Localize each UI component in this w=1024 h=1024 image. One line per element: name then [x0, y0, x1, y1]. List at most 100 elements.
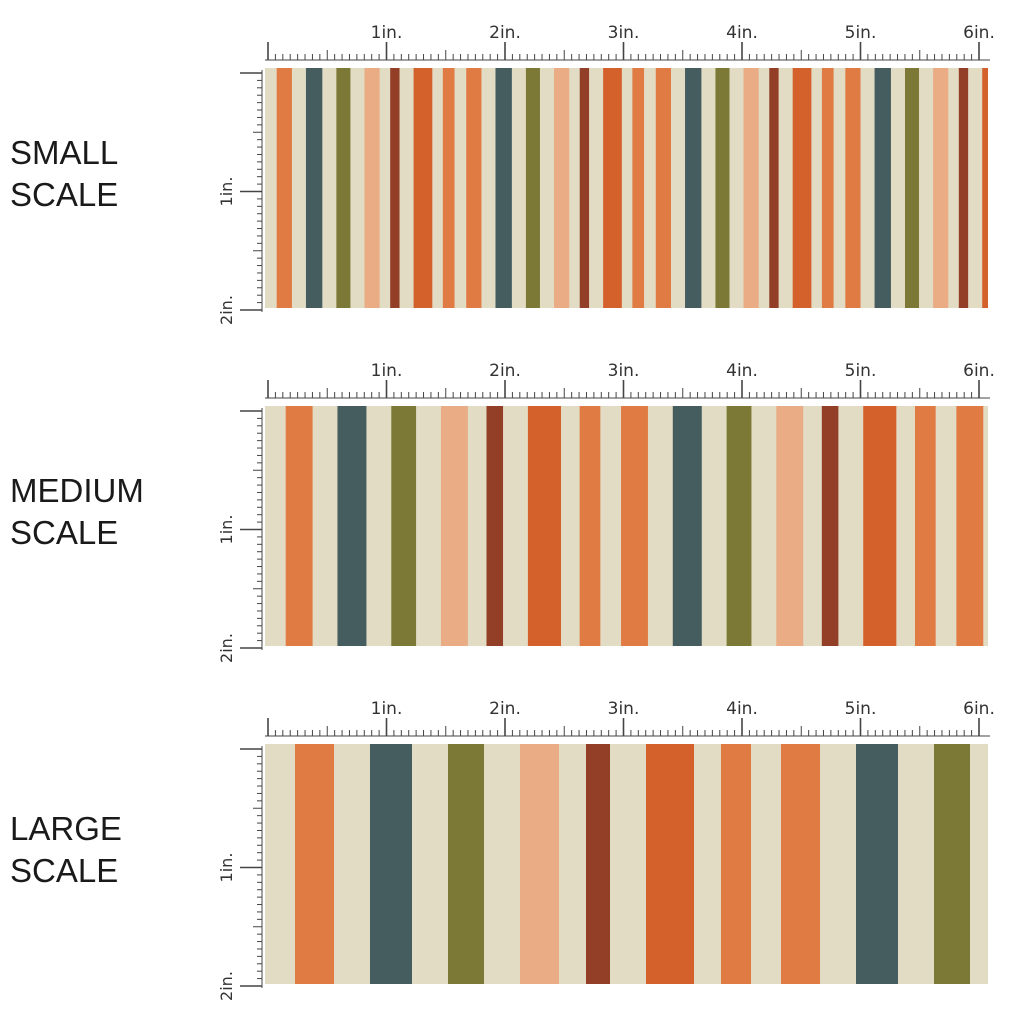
stripe-burnt-orange: [914, 406, 936, 646]
horizontal-ruler-label: 2in.: [489, 361, 521, 381]
horizontal-ruler-label: 4in.: [726, 361, 758, 381]
stripe-cream: [778, 68, 793, 308]
stripe-peach: [364, 68, 380, 308]
stripe-group: [265, 744, 988, 984]
stripe-cream: [838, 406, 864, 646]
stripe-cream: [265, 406, 286, 646]
large-scale-section: LARGE SCALE 1in. 2in. 3in. 4in. 5in. 6in. 1in.…: [0, 676, 1024, 1006]
stripe-brick: [958, 68, 969, 308]
stripe-cream: [503, 406, 529, 646]
stripe-cream: [379, 68, 391, 308]
stripe-brick: [586, 744, 611, 984]
stripe-cream: [481, 68, 496, 308]
stripe-cream: [467, 406, 487, 646]
stripe-burnt-orange: [632, 68, 645, 308]
stripe-olive: [391, 406, 417, 646]
horizontal-ruler-label: 5in.: [845, 23, 877, 43]
stripe-cream: [621, 68, 633, 308]
horizontal-ruler-label: 5in.: [845, 361, 877, 381]
small-scale-swatch: 1in. 2in. 3in. 4in. 5in. 6in. 1in. 2in.: [217, 23, 995, 325]
horizontal-ruler-label: 5in.: [845, 699, 877, 719]
stripe-slate: [305, 68, 323, 308]
stripe-cream: [860, 68, 875, 308]
stripe-cream: [803, 406, 823, 646]
stripe-rust: [863, 406, 897, 646]
medium-scale-label: MEDIUM SCALE: [10, 470, 144, 554]
stripe-slate: [856, 744, 899, 984]
stripe-burnt-orange: [442, 68, 455, 308]
stripe-group: [265, 68, 988, 308]
small-scale-label-line1: SMALL: [10, 134, 119, 171]
stripe-group: [265, 406, 988, 646]
stripe-cream: [399, 68, 414, 308]
stripe-cream: [694, 744, 722, 984]
stripe-slate: [672, 406, 703, 646]
stripe-cream: [366, 406, 392, 646]
stripe-rust: [603, 68, 623, 308]
stripe-cream: [265, 68, 277, 308]
stripe-cream: [896, 406, 916, 646]
stripe-slate: [874, 68, 892, 308]
stripe-cream: [412, 744, 449, 984]
stripe-peach: [776, 406, 804, 646]
vertical-ruler-label: 1in.: [217, 853, 236, 883]
horizontal-ruler-label: 2in.: [489, 699, 521, 719]
stripe-cream: [291, 68, 307, 308]
stripe-slate: [370, 744, 413, 984]
stripe-cream: [334, 744, 371, 984]
stripe-burnt-orange: [821, 68, 834, 308]
stripe-cream: [644, 68, 657, 308]
horizontal-ruler: 1in. 2in. 3in. 4in. 5in. 6in.: [265, 23, 995, 61]
small-scale-label-line2: SCALE: [10, 176, 119, 213]
horizontal-ruler-label: 6in.: [963, 23, 995, 43]
vertical-ruler: 1in. 2in.: [217, 746, 263, 1001]
horizontal-ruler-label: 1in.: [371, 23, 403, 43]
stripe-olive: [904, 68, 920, 308]
stripe-cream: [948, 68, 960, 308]
stripe-burnt-orange: [295, 744, 335, 984]
stripe-rust: [792, 68, 812, 308]
stripe-cream: [898, 744, 935, 984]
horizontal-ruler-label: 1in.: [371, 361, 403, 381]
stripe-burnt-orange: [655, 68, 672, 308]
stripe-cream: [751, 406, 777, 646]
vertical-ruler-label: 2in.: [217, 971, 236, 1001]
large-scale-label-line2: SCALE: [10, 852, 119, 889]
vertical-ruler-label: 2in.: [217, 295, 236, 325]
large-scale-swatch: 1in. 2in. 3in. 4in. 5in. 6in. 1in. 2in.: [217, 699, 995, 1001]
stripe-slate: [495, 68, 513, 308]
stripe-peach: [933, 68, 949, 308]
horizontal-ruler-label: 3in.: [608, 699, 640, 719]
large-scale-label: LARGE SCALE: [10, 808, 122, 892]
stripe-olive: [726, 406, 752, 646]
stripe-olive: [934, 744, 971, 984]
stripe-slate: [337, 406, 367, 646]
stripe-burnt-orange: [276, 68, 293, 308]
stripe-rust: [413, 68, 433, 308]
stripe-slate: [685, 68, 702, 308]
stripe-cream: [589, 68, 604, 308]
medium-scale-swatch: 1in. 2in. 3in. 4in. 5in. 6in. 1in. 2in.: [217, 361, 995, 663]
stripe-burnt-orange: [621, 406, 649, 646]
small-scale-section: SMALL SCALE 1in. 2in. 3in. 4in. 5in. 6in. 1in.…: [0, 0, 1024, 330]
vertical-ruler-label: 1in.: [217, 515, 236, 545]
stripe-cream: [511, 68, 527, 308]
stripe-cream: [729, 68, 744, 308]
stripe-cream: [970, 744, 988, 984]
horizontal-ruler-label: 4in.: [726, 23, 758, 43]
medium-scale-label-line1: MEDIUM: [10, 472, 144, 509]
stripe-cream: [701, 68, 716, 308]
stripe-brick: [769, 68, 779, 308]
stripe-cream: [647, 406, 674, 646]
horizontal-ruler-label: 2in.: [489, 23, 521, 43]
stripe-cream: [701, 406, 727, 646]
stripe-cream: [751, 744, 782, 984]
vertical-ruler-label: 1in.: [217, 177, 236, 207]
stripe-rust: [982, 68, 988, 308]
stripe-brick: [390, 68, 400, 308]
stripe-brick: [486, 406, 504, 646]
stripe-cream: [890, 68, 906, 308]
stripe-burnt-orange: [466, 68, 482, 308]
stripe-cream: [758, 68, 770, 308]
vertical-ruler: 1in. 2in.: [217, 70, 263, 325]
